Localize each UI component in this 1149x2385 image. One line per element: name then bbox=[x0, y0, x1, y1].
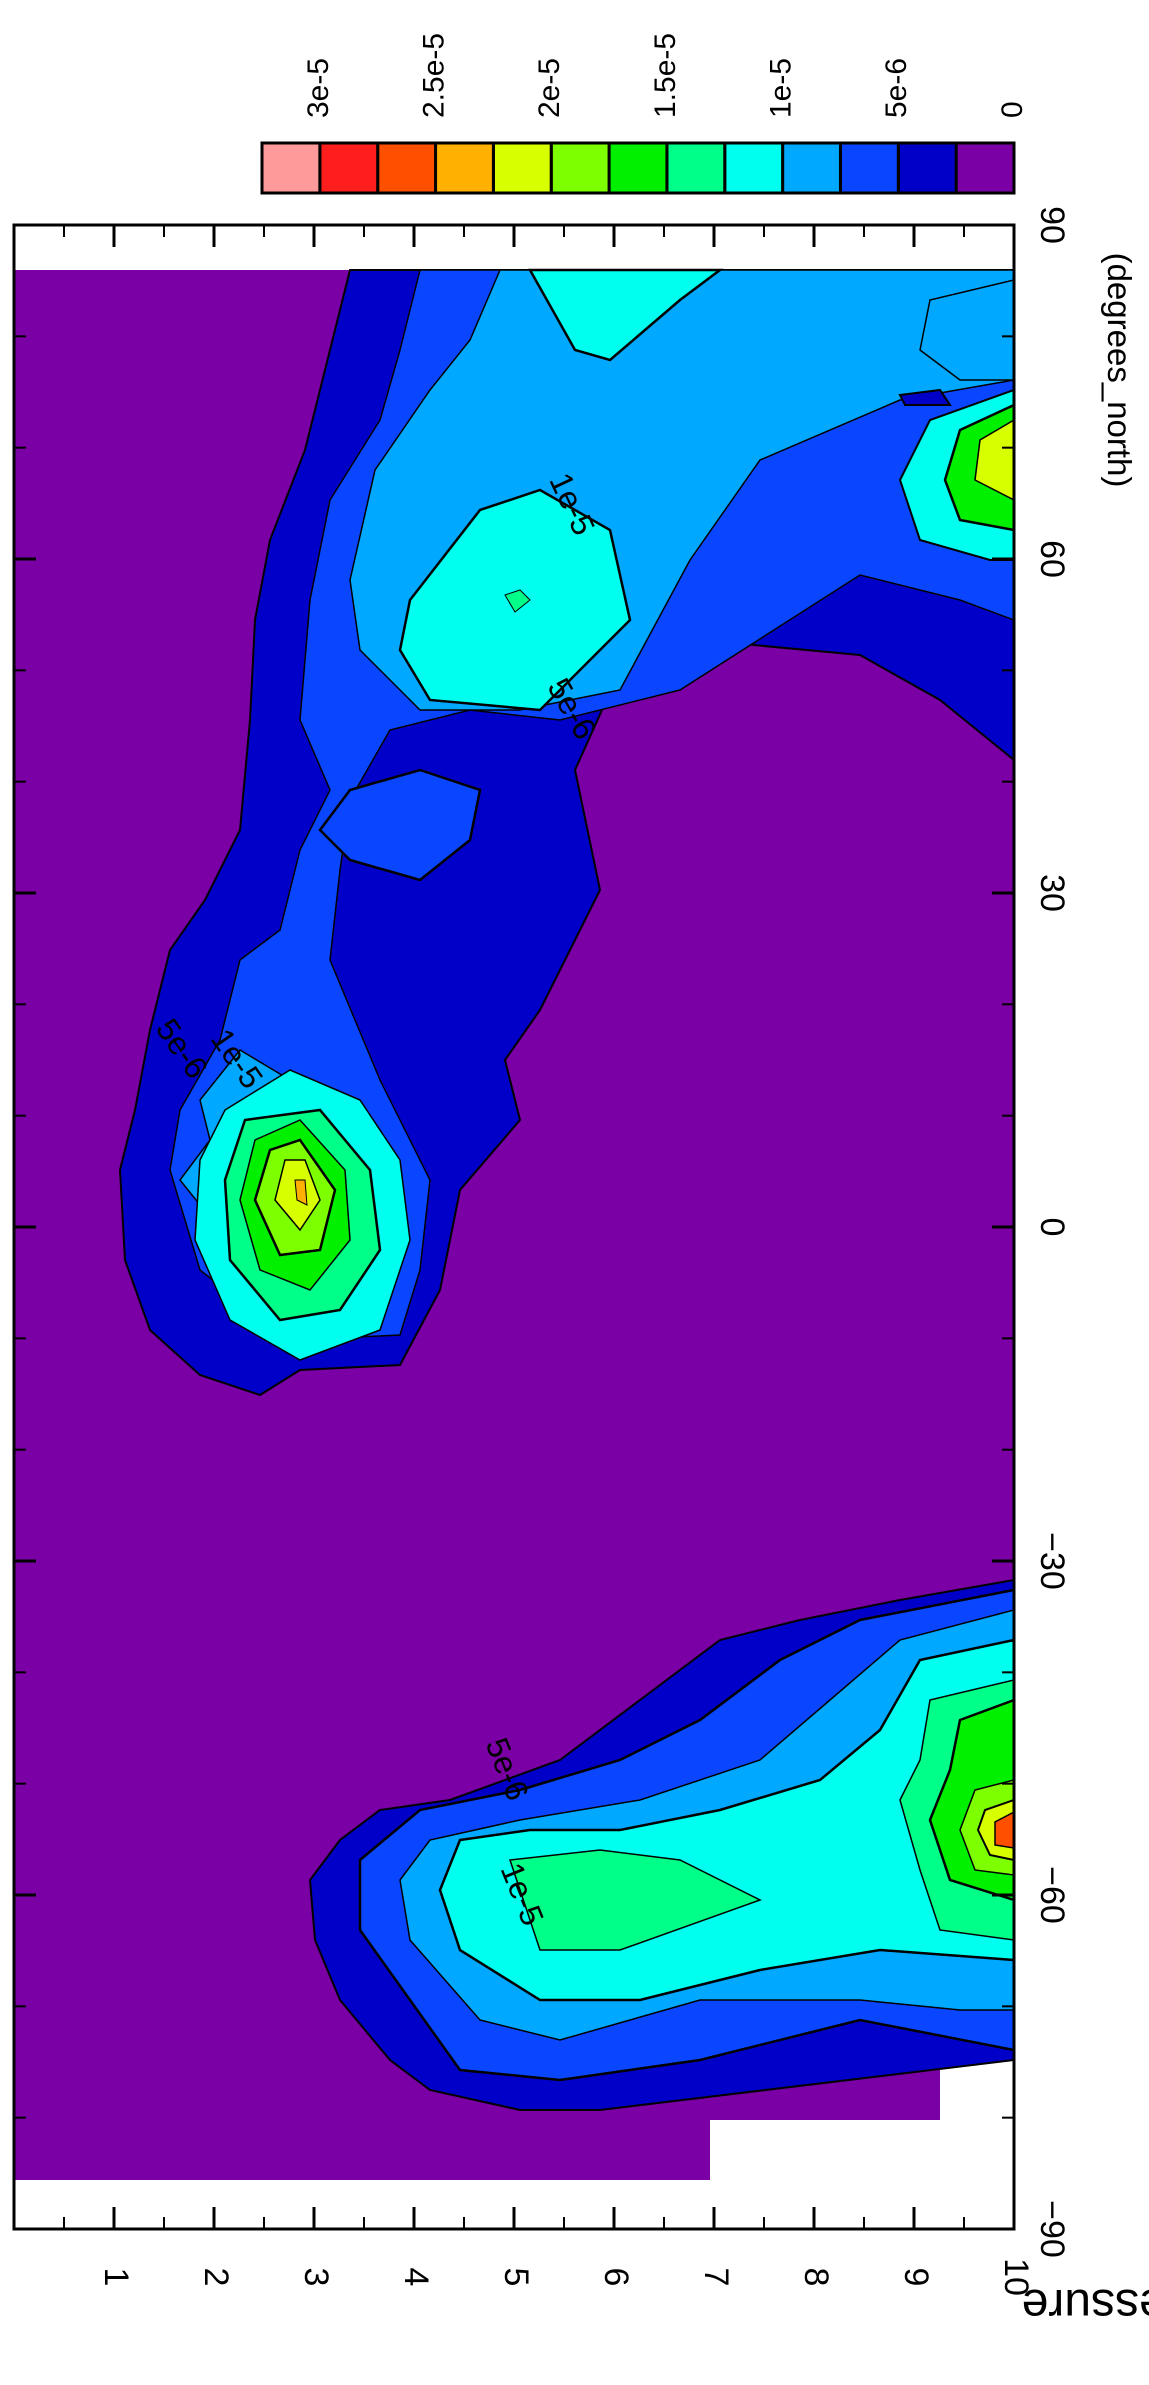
colorbar-swatch bbox=[434, 141, 495, 195]
pressure-tick-label: 5 bbox=[497, 2268, 535, 2287]
colorbar-swatch bbox=[491, 141, 553, 195]
contour-fill-level-1 bbox=[898, 388, 952, 406]
x-axis-label: (degrees_north) bbox=[1101, 253, 1138, 488]
latitude-tick-label: −60 bbox=[1033, 1866, 1071, 1924]
pressure-tick-label: 6 bbox=[597, 2268, 635, 2287]
pressure-axis: 1 2 3 4 5 6 7 8 9 10 bbox=[63, 225, 1035, 2296]
colorbar-swatch bbox=[607, 141, 669, 195]
pressure-tick-label: 1 bbox=[97, 2268, 135, 2287]
pressure-tick-label: 10 bbox=[997, 2258, 1035, 2296]
contour-fill-layer bbox=[14, 268, 1014, 2180]
colorbar-swatch bbox=[665, 141, 727, 195]
contour-fill-level-4 bbox=[527, 268, 724, 362]
missing-data-region bbox=[710, 2120, 1014, 2180]
latitude-tick-label: 90 bbox=[1033, 206, 1071, 244]
colorbar-level-label: 0 bbox=[996, 101, 1029, 118]
pressure-tick-label: 8 bbox=[797, 2268, 835, 2287]
pressure-tick-label: 7 bbox=[697, 2268, 735, 2287]
colorbar-level-label: 1e-5 bbox=[765, 58, 798, 118]
pressure-tick-label: 3 bbox=[297, 2268, 335, 2287]
contour-fill-level-3 bbox=[919, 279, 1014, 381]
colorbar-level-label: 3e-5 bbox=[302, 58, 335, 118]
colorbar-swatch bbox=[549, 141, 611, 195]
latitude-tick-label: −90 bbox=[1033, 2200, 1071, 2258]
colorbar-level-label: 2.5e-5 bbox=[417, 33, 450, 118]
colorbar-swatch bbox=[781, 141, 842, 195]
contour-fill-level-5 bbox=[508, 1849, 762, 1951]
colorbar-swatch bbox=[896, 141, 958, 195]
pressure-tick-label: 4 bbox=[397, 2268, 435, 2287]
colorbar-level-label: 5e-6 bbox=[880, 58, 913, 118]
colorbar-swatch bbox=[723, 141, 785, 195]
latitude-tick-label: 30 bbox=[1033, 874, 1071, 912]
contour-fill-level-9 bbox=[294, 1179, 308, 1206]
colorbar-swatch bbox=[260, 141, 322, 195]
latitude-tick-label: 60 bbox=[1033, 540, 1071, 578]
colorbar-level-label: 2e-5 bbox=[533, 58, 566, 118]
contour-fill-level-8 bbox=[974, 419, 1014, 501]
latitude-tick-label: −30 bbox=[1033, 1532, 1071, 1590]
colorbar-swatch bbox=[318, 141, 380, 195]
missing-data-region bbox=[940, 2060, 1014, 2120]
contour-fill-level-5 bbox=[504, 589, 531, 613]
colorbar-swatch bbox=[954, 141, 1016, 195]
latitude-axis: −90 −60 −30 0 30 60 90 bbox=[14, 206, 1071, 2258]
y-axis-label: pressure bbox=[1022, 2279, 1149, 2332]
colorbar-swatch bbox=[838, 141, 900, 195]
pressure-tick-label: 2 bbox=[197, 2268, 235, 2287]
colorbar bbox=[260, 141, 1016, 195]
colorbar-labels: 0 5e-6 1e-5 1.5e-5 2e-5 2.5e-5 3e-5 bbox=[302, 33, 1029, 118]
latitude-tick-label: 0 bbox=[1033, 1218, 1071, 1237]
colorbar-swatch bbox=[376, 141, 438, 195]
colorbar-level-label: 1.5e-5 bbox=[649, 33, 682, 118]
contour-fill-level-10 bbox=[994, 1811, 1014, 1849]
pressure-tick-label: 9 bbox=[897, 2268, 935, 2287]
contour-fill-level-2 bbox=[318, 768, 482, 882]
